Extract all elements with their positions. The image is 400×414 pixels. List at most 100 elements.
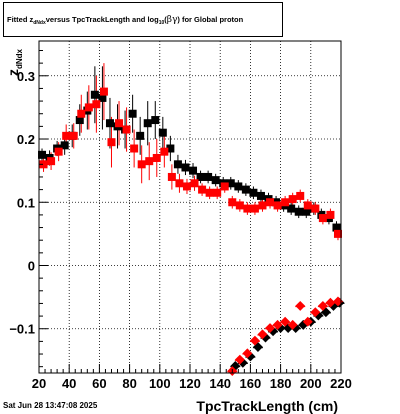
data-point bbox=[158, 128, 167, 137]
data-point bbox=[249, 188, 258, 197]
data-point bbox=[325, 297, 336, 308]
data-point bbox=[228, 198, 237, 207]
chart-title: Fitted z dNdx versus TpcTrackLength and … bbox=[3, 2, 283, 37]
data-point bbox=[281, 198, 290, 207]
data-point bbox=[310, 307, 321, 318]
x-tick-label: 200 bbox=[300, 376, 322, 391]
data-point bbox=[241, 185, 250, 194]
data-point bbox=[190, 179, 199, 188]
data-point bbox=[303, 201, 312, 210]
x-tick-label: 180 bbox=[270, 376, 292, 391]
data-point bbox=[39, 160, 48, 169]
data-point bbox=[47, 157, 56, 166]
x-tick-label: 220 bbox=[330, 376, 352, 391]
data-point bbox=[173, 160, 182, 169]
data-point bbox=[326, 210, 335, 219]
data-point bbox=[90, 90, 99, 99]
data-point bbox=[105, 119, 114, 128]
data-point bbox=[62, 131, 71, 140]
y-axis-title: zdNdx bbox=[5, 48, 24, 76]
data-point bbox=[115, 119, 124, 128]
data-point bbox=[92, 100, 101, 109]
data-point bbox=[317, 300, 328, 311]
data-point bbox=[151, 116, 160, 125]
y-tick-label: −0.1 bbox=[9, 322, 35, 337]
title-subscript: 10 bbox=[158, 19, 165, 26]
data-points bbox=[38, 87, 345, 376]
data-point bbox=[280, 316, 291, 327]
data-point bbox=[243, 204, 252, 213]
data-point bbox=[136, 131, 145, 140]
data-point bbox=[204, 172, 213, 181]
x-tick-label: 160 bbox=[240, 376, 262, 391]
data-point bbox=[272, 319, 283, 330]
data-point bbox=[189, 166, 198, 175]
y-axis-title-sub: dNdx bbox=[15, 48, 24, 69]
title-gamma: γ bbox=[171, 14, 178, 25]
data-point bbox=[211, 176, 220, 185]
data-point bbox=[242, 348, 253, 359]
data-point bbox=[235, 201, 244, 210]
data-point bbox=[249, 335, 260, 346]
data-point bbox=[220, 182, 229, 191]
data-point bbox=[152, 153, 161, 162]
data-point bbox=[60, 141, 69, 150]
axis-ticks bbox=[38, 49, 342, 373]
y-tick-label: 0 bbox=[28, 258, 35, 273]
data-point bbox=[302, 207, 311, 216]
data-point bbox=[287, 319, 298, 330]
data-point bbox=[288, 195, 297, 204]
data-point bbox=[258, 201, 267, 210]
data-point bbox=[234, 354, 245, 365]
y-tick-labels: −0.1 0 0.1 0.2 0.3 bbox=[9, 69, 35, 337]
data-point bbox=[318, 214, 327, 223]
y-tick-label: 0.2 bbox=[17, 132, 35, 147]
data-point bbox=[302, 316, 313, 327]
data-point bbox=[205, 188, 214, 197]
data-point bbox=[98, 93, 107, 102]
data-point bbox=[175, 179, 184, 188]
data-point bbox=[166, 144, 175, 153]
data-point bbox=[38, 150, 47, 159]
data-point bbox=[226, 179, 235, 188]
timestamp: Sat Jun 28 13:47:08 2025 bbox=[3, 401, 98, 410]
data-point bbox=[311, 204, 320, 213]
x-tick-label: 40 bbox=[62, 376, 76, 391]
data-point bbox=[273, 201, 282, 210]
data-point bbox=[266, 198, 275, 207]
data-point bbox=[196, 172, 205, 181]
title-part: versus TpcTrackLength and log bbox=[45, 15, 159, 24]
data-point bbox=[234, 182, 243, 191]
data-point bbox=[295, 300, 306, 311]
data-point bbox=[160, 147, 169, 156]
title-part: ) for Global proton bbox=[177, 15, 244, 24]
data-point bbox=[333, 229, 342, 238]
data-point bbox=[287, 204, 296, 213]
x-tick-labels: 20 40 60 80 100 120 140 160 180 200 220 bbox=[32, 376, 352, 391]
data-point bbox=[213, 188, 222, 197]
data-point bbox=[75, 116, 84, 125]
data-point bbox=[84, 103, 93, 112]
x-tick-label: 120 bbox=[179, 376, 201, 391]
data-point bbox=[332, 223, 341, 232]
x-tick-label: 140 bbox=[209, 376, 231, 391]
data-point bbox=[294, 207, 303, 216]
title-beta: β bbox=[166, 14, 172, 25]
data-point bbox=[257, 329, 268, 340]
y-tick-label: 0.3 bbox=[17, 69, 35, 84]
data-point bbox=[145, 157, 154, 166]
data-point bbox=[54, 147, 63, 156]
data-point bbox=[69, 131, 78, 140]
data-point bbox=[122, 125, 131, 134]
data-point bbox=[107, 138, 116, 147]
x-tick-label: 80 bbox=[122, 376, 136, 391]
data-point bbox=[182, 182, 191, 191]
title-subscript: dNdx bbox=[33, 19, 46, 26]
title-part: Fitted z bbox=[7, 15, 34, 24]
data-point bbox=[265, 323, 275, 333]
x-tick-label: 60 bbox=[92, 376, 106, 391]
data-point bbox=[256, 191, 265, 200]
y-tick-label: 0.1 bbox=[17, 195, 35, 210]
x-axis-title: TpcTrackLength (cm) bbox=[196, 398, 338, 414]
